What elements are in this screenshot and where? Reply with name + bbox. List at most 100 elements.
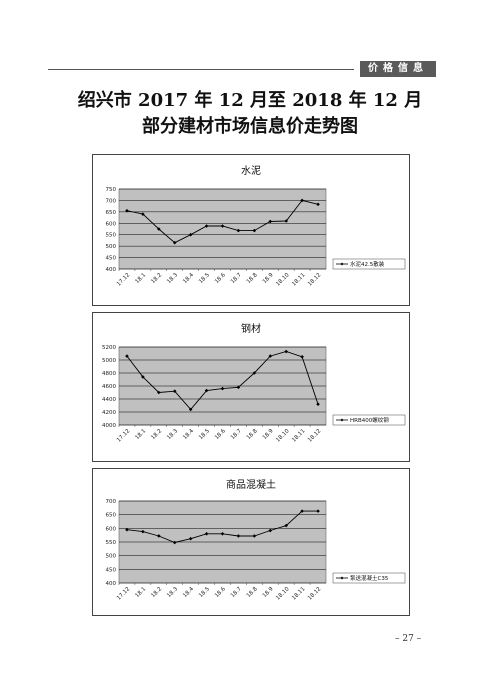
legend-marker	[340, 262, 344, 266]
legend-marker	[340, 418, 344, 422]
data-point	[141, 375, 145, 379]
y-tick-label: 600	[106, 526, 117, 532]
x-tick-label: 18.2	[150, 272, 163, 285]
data-point	[316, 402, 320, 406]
data-point	[268, 354, 273, 358]
concrete-chart: 商品混凝土 400 450 500 550 600 650 700 17.12 18.1 18.2 1…	[92, 468, 410, 616]
data-point	[252, 228, 257, 233]
y-tick-label: 4000	[102, 423, 116, 429]
y-tick-label: 550	[106, 233, 117, 239]
data-point	[300, 354, 304, 359]
x-tick-label: 18.4	[182, 428, 195, 441]
data-point	[300, 509, 304, 513]
y-tick-label: 500	[106, 554, 117, 560]
x-tick-label: 18.1	[134, 428, 147, 441]
chart-title: 商品混凝土	[226, 478, 276, 491]
x-tick-label: 18.7	[230, 272, 243, 285]
x-tick-label: 18.9	[262, 586, 275, 599]
cement-chart: 水泥 400 450 500 550 600 650 700 750 17.12 18.1 18.2 1…	[92, 154, 410, 306]
data-point	[236, 385, 241, 390]
x-tick-label: 17.12	[116, 428, 131, 443]
y-tick-label: 4400	[102, 397, 116, 403]
data-point	[125, 354, 129, 358]
data-point	[220, 386, 225, 391]
y-tick-label: 650	[106, 210, 117, 216]
y-tick-label: 450	[106, 256, 117, 262]
x-tick-label: 18.3	[166, 586, 179, 599]
y-tick-label: 400	[106, 581, 117, 587]
legend-box	[332, 572, 406, 584]
x-tick-label: 18.5	[198, 428, 211, 441]
legend-label: HRB400螺纹钢	[350, 416, 389, 424]
data-point	[316, 202, 320, 207]
data-point	[284, 219, 288, 223]
x-tick-label: 18.10	[275, 272, 291, 288]
y-tick-label: 450	[106, 567, 117, 573]
y-tick-label: 600	[106, 221, 117, 227]
y-tick-label: 700	[106, 198, 117, 204]
page-number: – 27 –	[395, 634, 422, 644]
data-point	[172, 540, 177, 545]
x-tick-label: 18.12	[307, 272, 322, 287]
data-point	[141, 529, 145, 534]
x-tick-label: 18.4	[182, 272, 195, 285]
data-point	[252, 534, 257, 538]
data-point	[316, 509, 320, 513]
y-tick-label: 700	[106, 499, 117, 505]
x-tick-label: 18.9	[262, 272, 275, 285]
data-point	[204, 532, 209, 536]
x-tick-label: 18.11	[291, 428, 306, 443]
x-tick-label: 18.6	[214, 586, 227, 599]
data-point	[236, 228, 241, 233]
data-point	[125, 527, 129, 532]
steel-chart: 钢材 4000 4200 4400 4600 4800 5000 5200 17.12 18.1 1…	[92, 312, 410, 462]
data-point	[157, 534, 161, 538]
x-tick-label: 18.1	[134, 586, 147, 599]
x-tick-label: 18.10	[275, 428, 291, 444]
y-tick-label: 500	[106, 244, 117, 250]
x-tick-label: 18.3	[166, 428, 179, 441]
x-tick-label: 18.4	[182, 586, 195, 599]
y-tick-label: 5000	[102, 358, 116, 364]
y-tick-label: 400	[106, 267, 117, 273]
x-tick-label: 18.6	[214, 272, 227, 285]
page-title-line2: 部分建材市场信息价走势图	[142, 116, 358, 137]
x-tick-label: 18.10	[275, 586, 291, 602]
page-title-line1: 绍兴市 2017 年 12 月至 2018 年 12 月	[77, 90, 423, 111]
y-tick-label: 5200	[102, 345, 116, 351]
x-tick-label: 17.12	[116, 272, 131, 287]
header-rule	[48, 69, 354, 70]
x-tick-label: 18.8	[246, 272, 259, 285]
page-title: 绍兴市 2017 年 12 月至 2018 年 12 月 部分建材市场信息价走势…	[60, 88, 440, 140]
x-tick-label: 18.7	[230, 586, 243, 599]
data-point	[268, 528, 273, 533]
x-tick-label: 18.5	[198, 586, 211, 599]
x-tick-label: 18.1	[134, 272, 147, 285]
y-tick-label: 750	[106, 187, 117, 193]
y-tick-label: 4800	[102, 371, 116, 377]
x-tick-label: 18.9	[262, 428, 275, 441]
plot-area	[118, 188, 327, 270]
data-point	[284, 349, 288, 354]
legend-label: 水泥42.5散装	[350, 260, 385, 268]
x-tick-label: 18.7	[230, 428, 243, 441]
x-tick-label: 18.12	[307, 428, 322, 443]
data-point	[157, 227, 161, 231]
legend-box	[332, 414, 406, 426]
chart-title: 水泥	[241, 164, 261, 177]
section-label: 价格信息	[360, 61, 436, 77]
x-tick-label: 18.2	[150, 428, 163, 441]
y-tick-label: 650	[106, 513, 117, 519]
x-tick-label: 18.3	[166, 272, 179, 285]
y-tick-label: 4600	[102, 384, 116, 390]
legend-marker	[340, 576, 344, 580]
data-point	[300, 198, 304, 203]
x-tick-label: 18.12	[307, 586, 322, 601]
x-tick-label: 18.8	[246, 586, 259, 599]
y-tick-label: 4200	[102, 410, 116, 416]
data-point	[141, 212, 145, 216]
legend-box	[332, 258, 406, 270]
data-point	[236, 534, 241, 538]
x-tick-label: 18.11	[291, 272, 306, 287]
